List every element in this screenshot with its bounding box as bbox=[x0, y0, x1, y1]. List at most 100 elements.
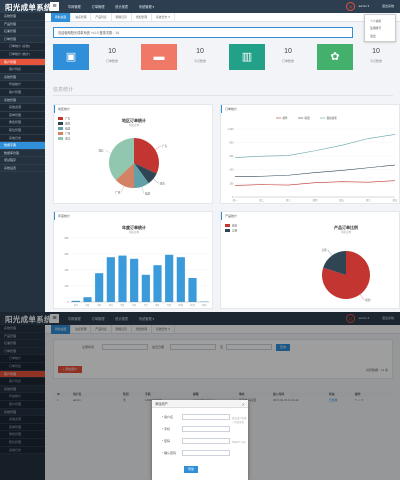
sidebar-item-12[interactable]: 系统资源 bbox=[0, 416, 45, 424]
sidebar-item-10[interactable]: 客户管理 bbox=[0, 400, 45, 409]
sidebar-item-7[interactable]: 客户列表 bbox=[0, 378, 45, 386]
latest-date-input[interactable] bbox=[170, 344, 216, 350]
modal-input-2[interactable] bbox=[182, 438, 230, 444]
legend-label[interactable]: 汉堡 bbox=[232, 229, 238, 233]
sidebar-item-0[interactable]: 系统管理 bbox=[0, 13, 45, 21]
notification-icon[interactable]: ◎ bbox=[346, 2, 355, 11]
pie-slice-4[interactable] bbox=[109, 138, 134, 181]
sidebar-item-18[interactable]: 数据库管理 bbox=[0, 150, 45, 158]
logout-link[interactable]: 退出系统 bbox=[381, 316, 394, 320]
pie-slice-1[interactable] bbox=[323, 251, 346, 275]
stat-card[interactable]: ▥ 10 订单数量 bbox=[229, 44, 311, 70]
bar-10[interactable] bbox=[188, 278, 197, 302]
notification-icon[interactable]: ◎ bbox=[346, 314, 355, 323]
sidebar-item-2[interactable]: 红兼管理 bbox=[0, 28, 45, 36]
modal-input-3[interactable] bbox=[182, 450, 230, 456]
menu-toggle-icon[interactable]: ≡ bbox=[50, 2, 59, 11]
sidebar-item-2[interactable]: 红兼管理 bbox=[0, 340, 45, 348]
sidebar-item-3[interactable]: 订单管理 bbox=[0, 348, 45, 356]
sidebar-item-20[interactable]: 系统设置 bbox=[0, 165, 45, 173]
pie-slice-0[interactable] bbox=[134, 138, 159, 174]
bar-6[interactable] bbox=[141, 274, 150, 302]
sidebar-item-9[interactable]: 华站统计 bbox=[0, 81, 45, 89]
pie-slice-3[interactable] bbox=[115, 163, 134, 188]
stat-card[interactable]: ✿ 10 今日数量 bbox=[317, 44, 399, 70]
legend-label[interactable]: 广东 bbox=[65, 117, 71, 121]
sidebar-item-5[interactable]: 订单统计 (统计) bbox=[0, 50, 45, 59]
sidebar-item-16[interactable]: 系统日志 bbox=[0, 446, 45, 455]
legend-label[interactable]: 广西 bbox=[65, 132, 71, 136]
sidebar-item-19[interactable]: 测试程序 bbox=[0, 157, 45, 165]
sidebar-item-8[interactable]: 系统管理 bbox=[0, 74, 45, 82]
search-button[interactable]: 查询 bbox=[276, 343, 290, 351]
sidebar-item-12[interactable]: 系统资源 bbox=[0, 104, 45, 112]
menu-toggle-icon[interactable]: ≡ bbox=[50, 314, 59, 323]
close-icon[interactable]: ✕ bbox=[241, 401, 245, 407]
sidebar-item-13[interactable]: 菜单管理 bbox=[0, 111, 45, 120]
tab-3[interactable]: 删除记录 bbox=[112, 13, 132, 22]
sidebar-item-16[interactable]: 系统日志 bbox=[0, 134, 45, 143]
top-nav-item[interactable]: 华网管理 bbox=[68, 317, 81, 321]
pie-slice-1[interactable] bbox=[134, 163, 157, 184]
bar-4[interactable] bbox=[118, 255, 127, 302]
start-date-input[interactable] bbox=[102, 344, 148, 350]
tab-0[interactable]: 我的桌面 bbox=[51, 13, 72, 22]
sidebar-item-11[interactable]: 系统管理 bbox=[0, 409, 45, 417]
legend-label[interactable]: 湖南 bbox=[65, 122, 71, 126]
top-nav-item[interactable]: 统计报表 bbox=[115, 5, 129, 9]
stat-card[interactable]: ▣ 10 订单数量 bbox=[53, 44, 135, 70]
pie-slice-2[interactable] bbox=[134, 163, 149, 188]
sidebar-item-3[interactable]: 订单管理 bbox=[0, 36, 45, 44]
bar-7[interactable] bbox=[153, 265, 162, 302]
sidebar-item-0[interactable]: 系统管理 bbox=[0, 325, 45, 333]
sidebar-item-10[interactable]: 客户管理 bbox=[0, 88, 45, 97]
top-nav-item[interactable]: 订单管理 bbox=[91, 5, 105, 9]
bar-1[interactable] bbox=[83, 297, 92, 302]
sidebar-item-6[interactable]: 客户管理 bbox=[0, 370, 45, 379]
legend-label[interactable]: 联盟 bbox=[305, 116, 311, 120]
sidebar-item-6[interactable]: 客户管理 bbox=[0, 58, 45, 67]
dropdown-item-switch[interactable]: 注销账号 bbox=[370, 26, 382, 31]
end-date-input[interactable] bbox=[226, 344, 272, 350]
tab-0[interactable]: 我的桌面 bbox=[51, 325, 72, 334]
tab-5[interactable]: 系统日志 ✕ bbox=[152, 325, 176, 334]
user-menu[interactable]: admin ▾ bbox=[358, 4, 370, 8]
modal-input-1[interactable] bbox=[182, 426, 230, 432]
sidebar-item-9[interactable]: 华站统计 bbox=[0, 393, 45, 401]
sidebar-item-1[interactable]: 产品管理 bbox=[0, 21, 45, 29]
bar-2[interactable] bbox=[95, 273, 104, 302]
tab-4[interactable]: 增加管理 bbox=[132, 325, 153, 334]
stat-card[interactable]: ▬ 10 今日数量 bbox=[141, 44, 223, 70]
logout-link[interactable]: 退出系统 bbox=[381, 4, 394, 8]
tab-1[interactable]: 站点管理 bbox=[71, 325, 92, 334]
legend-label[interactable]: 缤纷 bbox=[232, 224, 238, 228]
tab-3[interactable]: 删除记录 bbox=[112, 325, 132, 334]
user-menu[interactable]: admin ▾ bbox=[358, 316, 370, 320]
legend-label[interactable]: 邮件 bbox=[283, 116, 289, 120]
modal-input-0[interactable] bbox=[182, 414, 230, 420]
bar-3[interactable] bbox=[106, 257, 115, 302]
dropdown-item-exit[interactable]: 退出 bbox=[370, 33, 376, 38]
bar-8[interactable] bbox=[165, 254, 174, 302]
tab-2[interactable]: 产品列表 bbox=[91, 325, 112, 334]
sidebar-item-15[interactable]: 职位管理 bbox=[0, 438, 45, 447]
tab-4[interactable]: 增加管理 bbox=[132, 13, 153, 22]
sidebar-item-4[interactable]: 订单统计 (系统) bbox=[0, 43, 45, 51]
tab-1[interactable]: 站点管理 bbox=[71, 13, 92, 22]
table-cell[interactable]: ✎ ✓ ✕ bbox=[355, 398, 364, 402]
top-nav-item[interactable]: 系统管理 ▾ bbox=[138, 317, 155, 321]
submit-button[interactable]: 增加 bbox=[184, 466, 198, 473]
top-nav-item[interactable]: 系统管理 ▾ bbox=[138, 5, 155, 9]
sidebar-item-17[interactable]: 数据字典 bbox=[0, 142, 45, 150]
series-line-2[interactable] bbox=[234, 134, 396, 158]
series-line-1[interactable] bbox=[234, 164, 396, 177]
add-user-button[interactable]: + 添加用户 bbox=[58, 366, 82, 373]
legend-label[interactable]: 福建 bbox=[65, 127, 71, 131]
sidebar-item-5[interactable]: 订单列表 bbox=[0, 362, 45, 371]
tab-2[interactable]: 产品列表 bbox=[91, 13, 112, 22]
sidebar-item-1[interactable]: 产品管理 bbox=[0, 333, 45, 341]
dropdown-item-profile[interactable]: 个人资料 bbox=[370, 18, 382, 23]
tab-5[interactable]: 系统日志 ✕ bbox=[152, 13, 176, 22]
bar-5[interactable] bbox=[130, 258, 139, 302]
bar-9[interactable] bbox=[176, 257, 185, 302]
